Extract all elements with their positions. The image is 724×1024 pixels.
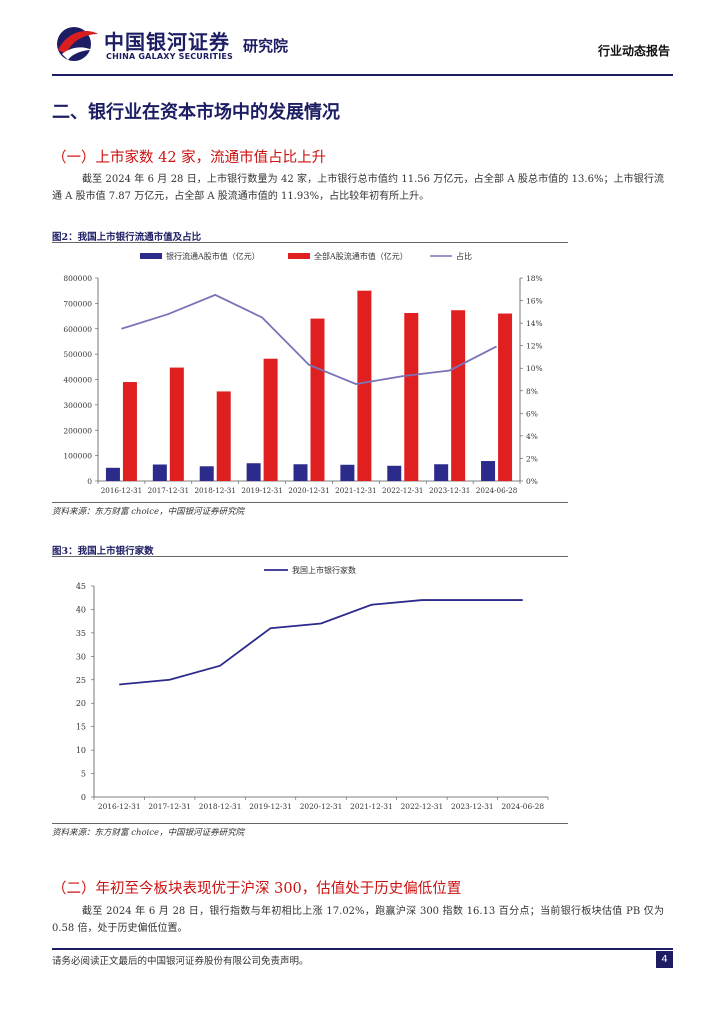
bar-bank-float-value <box>199 466 214 481</box>
legend-swatch-1 <box>288 253 310 259</box>
bar-bank-float-value <box>293 464 308 481</box>
x-tick-label: 2019-12-31 <box>249 802 292 811</box>
line-bank-count <box>119 599 523 686</box>
y-right-tick-label: 12% <box>526 342 543 351</box>
section-title: 二、银行业在资本市场中的发展情况 <box>52 102 340 123</box>
bar-all-a-float-value <box>310 318 325 481</box>
x-tick-label: 2018-12-31 <box>194 486 235 495</box>
x-tick-label: 2021-12-31 <box>335 486 376 495</box>
x-tick-label: 2024-06-28 <box>476 486 518 495</box>
legend-label-1: 全部A股流通市值（亿元） <box>314 251 408 261</box>
bar-all-a-float-value <box>451 310 466 481</box>
x-tick-label: 2023-12-31 <box>429 486 470 495</box>
market-value-chart: 银行流通A股市值（亿元） 全部A股流通市值（亿元） 占比 800000 700000 60… <box>63 251 543 495</box>
y-left-tick-label: 100000 <box>63 452 92 461</box>
y-right-tick-label: 18% <box>526 274 543 283</box>
bar-all-a-float-value <box>404 313 419 481</box>
y-tick-label: 10 <box>76 746 86 755</box>
bar-all-a-float-value <box>122 382 137 481</box>
disclaimer-note: 请务必阅读正文最后的中国银河证券股份有限公司免责声明。 <box>52 956 309 967</box>
y-left-tick-label: 700000 <box>63 299 92 308</box>
header-divider <box>52 74 673 76</box>
y-tick-label: 25 <box>76 676 86 685</box>
y-tick-label: 35 <box>76 629 86 638</box>
x-tick-label: 2021-12-31 <box>350 802 393 811</box>
y-tick-label: 40 <box>76 605 86 614</box>
legend-label: 我国上市银行家数 <box>292 565 356 575</box>
bar-all-a-float-value <box>357 290 372 481</box>
y-right-tick-label: 2% <box>526 454 538 463</box>
y-right-tick-label: 10% <box>526 364 543 373</box>
subsection-title-1: （一）上市家数 42 家，流通市值占比上升 <box>52 150 327 166</box>
bar-bank-float-value <box>105 467 120 481</box>
x-tick-label: 2016-12-31 <box>98 802 141 811</box>
x-tick-label: 2017-12-31 <box>148 486 189 495</box>
bar-all-a-float-value <box>263 358 278 481</box>
y-left-tick-label: 0 <box>87 477 92 486</box>
bar-bank-float-value <box>481 461 496 481</box>
figure-3-top-rule <box>52 556 568 557</box>
legend-label-2: 占比 <box>456 251 472 261</box>
x-tick-label: 2018-12-31 <box>199 802 242 811</box>
brand-name-cn: 中国银河证券 <box>104 30 230 54</box>
x-tick-label: 2017-12-31 <box>148 802 191 811</box>
bar-bank-float-value <box>340 464 355 481</box>
galaxy-logo-icon <box>57 27 98 61</box>
y-tick-label: 45 <box>76 582 86 591</box>
subsection-title-2: （二）年初至今板块表现优于沪深 300，估值处于历史偏低位置 <box>52 881 462 897</box>
figure-2-title: 图2：我国上市银行流通市值及占比 <box>52 232 202 243</box>
figure-3-source: 资料来源：东方财富 choice，中国银河证券研究院 <box>52 828 245 838</box>
figure-2-bottom-rule <box>52 502 568 503</box>
report-type: 行业动态报告 <box>597 44 670 58</box>
line-share-ratio <box>121 293 497 385</box>
y-left-tick-label: 300000 <box>63 401 92 410</box>
x-tick-label: 2020-12-31 <box>288 486 329 495</box>
bar-bank-float-value <box>246 463 261 481</box>
y-tick-label: 30 <box>76 652 86 661</box>
y-right-tick-label: 16% <box>526 297 543 306</box>
bar-bank-float-value <box>387 465 402 481</box>
paragraph-2: 截至 2024 年 6 月 28 日，银行指数与年初相比上涨 17.02%，跑赢… <box>52 906 664 934</box>
figure-3-title: 图3：我国上市银行家数 <box>52 546 154 557</box>
x-tick-label: 2023-12-31 <box>451 802 494 811</box>
paragraph-1: 截至 2024 年 6 月 28 日，上市银行数量为 42 家，上市银行总市值约… <box>52 174 664 202</box>
bar-bank-float-value <box>434 464 449 481</box>
y-right-tick-label: 4% <box>526 432 538 441</box>
y-right-tick-label: 6% <box>526 409 538 418</box>
figure-3-bottom-rule <box>52 823 568 824</box>
y-tick-label: 15 <box>76 723 86 732</box>
x-tick-label: 2022-12-31 <box>382 486 423 495</box>
y-right-tick-label: 8% <box>526 387 538 396</box>
y-left-tick-label: 800000 <box>63 274 92 283</box>
y-tick-label: 0 <box>81 793 86 802</box>
y-tick-label: 20 <box>76 699 86 708</box>
y-left-tick-label: 500000 <box>63 350 92 359</box>
x-tick-label: 2016-12-31 <box>101 486 142 495</box>
page-number: 4 <box>656 951 673 968</box>
x-tick-label: 2020-12-31 <box>300 802 343 811</box>
bar-bank-float-value <box>152 464 167 481</box>
figure-2-top-rule <box>52 242 568 243</box>
bar-all-a-float-value <box>216 391 231 481</box>
x-tick-label: 2022-12-31 <box>401 802 444 811</box>
y-right-tick-label: 0% <box>526 477 538 486</box>
y-tick-label: 5 <box>81 770 86 779</box>
figure-2-source: 资料来源：东方财富 choice，中国银河证券研究院 <box>52 507 245 517</box>
legend-label-0: 银行流通A股市值（亿元） <box>166 251 260 261</box>
bar-all-a-float-value <box>498 313 513 481</box>
institute-label: 研究院 <box>243 37 289 55</box>
footer-divider <box>52 948 673 950</box>
y-left-tick-label: 600000 <box>63 325 92 334</box>
bank-count-chart: 我国上市银行家数 45 40 35 30 25 20 15 10 5 0 2016-12-31 2017… <box>76 565 549 811</box>
x-tick-label: 2024-06-28 <box>501 802 544 811</box>
y-left-tick-label: 200000 <box>63 426 92 435</box>
y-left-tick-label: 400000 <box>63 376 92 385</box>
brand-name-en: CHINA GALAXY SECURITIES <box>106 52 233 61</box>
bar-all-a-float-value <box>169 367 184 481</box>
legend-swatch-0 <box>140 253 162 259</box>
y-right-tick-label: 14% <box>526 319 543 328</box>
x-tick-label: 2019-12-31 <box>241 486 282 495</box>
